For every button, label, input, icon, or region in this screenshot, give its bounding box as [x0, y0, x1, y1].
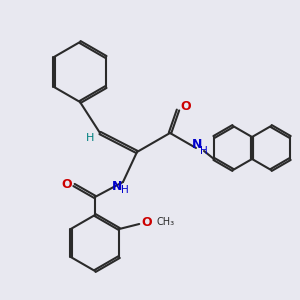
Text: N: N: [112, 179, 122, 193]
Text: O: O: [62, 178, 72, 190]
Text: H: H: [86, 133, 94, 143]
Text: O: O: [180, 100, 190, 113]
Text: H: H: [121, 185, 129, 195]
Text: N: N: [192, 137, 202, 151]
Text: CH₃: CH₃: [156, 217, 174, 227]
Text: H: H: [200, 146, 208, 156]
Text: O: O: [141, 215, 152, 229]
